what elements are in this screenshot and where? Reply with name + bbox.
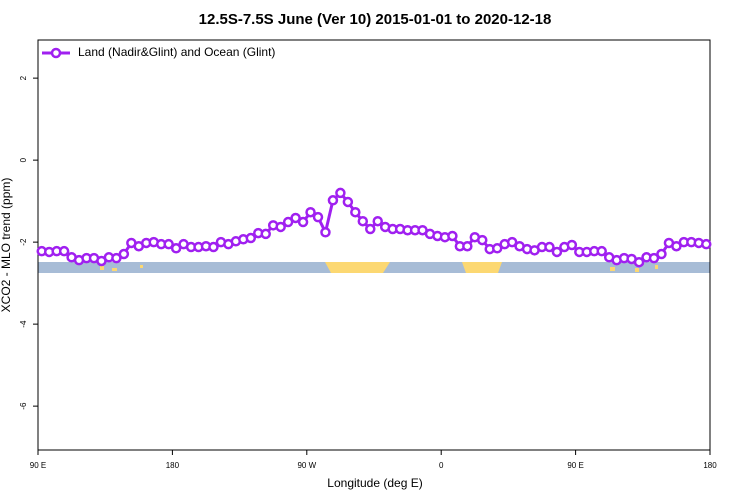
data-point: [290, 212, 301, 224]
data-point: [163, 238, 174, 250]
x-tick-label: 90 E: [30, 461, 46, 470]
x-tick-label: 180: [703, 461, 717, 470]
chart-title: 12.5S-7.5S June (Ver 10) 2015-01-01 to 2…: [199, 11, 552, 28]
data-point: [118, 248, 130, 260]
data-point: [365, 223, 376, 235]
data-point: [260, 228, 271, 240]
y-tick-label: -4: [19, 320, 28, 328]
data-point: [58, 245, 70, 257]
data-point: [671, 240, 682, 252]
x-axis-label: Longitude (deg E): [327, 476, 422, 490]
data-point: [462, 240, 473, 252]
x-tick-label: 180: [166, 461, 180, 470]
data-point: [506, 236, 518, 248]
data-point: [327, 195, 339, 206]
data-point: [477, 234, 488, 246]
data-point: [297, 216, 309, 228]
data-point: [111, 252, 122, 264]
y-tick-label: 0: [19, 157, 28, 162]
data-point: [170, 243, 182, 254]
data-point: [544, 241, 555, 253]
y-tick-label: -2: [19, 238, 28, 246]
data-point: [447, 230, 458, 242]
data-point: [350, 206, 361, 218]
x-tick-label: 0: [439, 461, 444, 470]
map-strip: [38, 262, 710, 273]
legend-label: Land (Nadir&Glint) and Ocean (Glint): [78, 45, 275, 59]
data-point: [245, 232, 257, 244]
data-point: [275, 221, 286, 233]
data-point: [633, 256, 645, 268]
data-point: [372, 215, 383, 227]
y-axis-label: XCO2 - MLO trend (ppm): [0, 178, 13, 313]
data-point: [656, 248, 667, 260]
y-tick-label: -6: [19, 402, 28, 410]
data-point: [596, 245, 607, 257]
x-tick-label: 90 E: [567, 461, 583, 470]
data-point: [491, 243, 503, 254]
data-point: [701, 238, 712, 250]
data-point: [566, 239, 578, 251]
data-point: [305, 206, 316, 218]
data-point: [312, 211, 324, 223]
data-point: [208, 241, 219, 253]
y-tick-label: 2: [19, 75, 28, 80]
legend-marker: [50, 47, 62, 59]
data-point: [282, 216, 294, 228]
x-tick-label: 90 W: [297, 461, 316, 470]
data-point: [357, 215, 369, 227]
data-point: [335, 187, 346, 199]
data-point: [320, 227, 331, 238]
data-point: [342, 196, 354, 208]
data-point: [648, 252, 660, 264]
data-point: [551, 246, 563, 258]
